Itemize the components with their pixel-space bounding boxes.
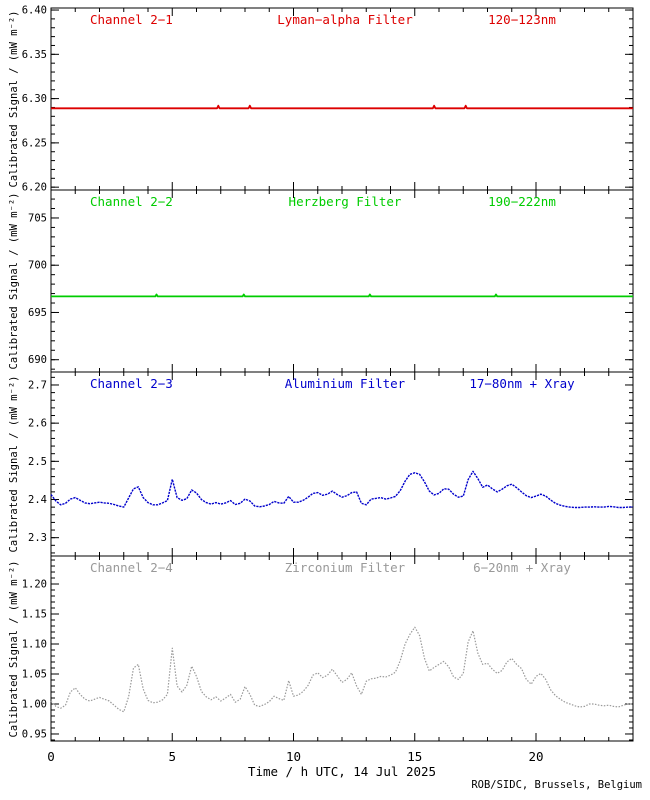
svg-text:2.6: 2.6 [28,418,47,430]
panel-4-y-axis-label: Calibrated Signal / (mW m⁻²) [8,559,20,738]
svg-text:6.20: 6.20 [22,182,47,194]
svg-text:6.25: 6.25 [22,137,47,149]
panel-2-y-axis-label: Calibrated Signal / (mW m⁻²) [8,192,20,370]
svg-text:0: 0 [47,749,55,764]
panel-4-channel-label: Channel 2−4 [90,560,173,575]
panel-2-channel-label: Channel 2−2 [90,194,173,209]
panel-3-range-label: 17−80nm + Xray [469,376,575,391]
svg-text:2.5: 2.5 [28,456,47,468]
panel-3-filter-label: Aluminium Filter [284,376,406,391]
panel-1-range-label: 120−123nm [488,12,556,27]
panel-3-header: Channel 2−3 Aluminium Filter 17−80nm + X… [0,377,650,391]
panel-4-range-label: 6−20nm + Xray [473,560,571,575]
svg-text:700: 700 [28,260,47,272]
panel-4-header: Channel 2−4 Zirconium Filter 6−20nm + Xr… [0,561,650,575]
credit-text: ROB/SIDC, Brussels, Belgium [471,779,642,791]
panel-1-y-axis-label: Calibrated Signal / (mW m⁻²) [8,10,20,188]
panel-3-channel-label: Channel 2−3 [90,376,173,391]
panel-1-filter-label: Lyman−alpha Filter [277,12,413,27]
panel-3-y-axis-label: Calibrated Signal / (mW m⁻²) [8,375,20,553]
svg-text:6.30: 6.30 [22,93,47,105]
panel-4-filter-label: Zirconium Filter [284,560,406,575]
svg-text:6.35: 6.35 [22,49,47,61]
svg-text:0.95: 0.95 [22,728,47,740]
x-axis-label: Time / h UTC, 14 Jul 2025 [247,764,437,779]
panel-1-channel-label: Channel 2−1 [90,12,173,27]
svg-text:2.3: 2.3 [28,532,47,544]
svg-text:2.4: 2.4 [28,494,47,506]
svg-text:5: 5 [168,749,176,764]
svg-text:1.15: 1.15 [22,609,47,621]
panel-2-header: Channel 2−2 Herzberg Filter 190−222nm [0,195,650,209]
svg-text:1.10: 1.10 [22,639,47,651]
svg-text:20: 20 [528,749,543,764]
panel-2-filter-label: Herzberg Filter [288,194,402,209]
panel-1-header: Channel 2−1 Lyman−alpha Filter 120−123nm [0,13,650,27]
svg-text:1.00: 1.00 [22,698,47,710]
svg-text:2.7: 2.7 [28,379,47,391]
svg-text:1.05: 1.05 [22,668,47,680]
svg-text:695: 695 [28,307,47,319]
svg-text:705: 705 [28,212,47,224]
svg-text:1.20: 1.20 [22,579,47,591]
panel-2-range-label: 190−222nm [488,194,556,209]
svg-text:690: 690 [28,354,47,366]
svg-text:6.40: 6.40 [22,5,47,17]
svg-text:10: 10 [286,749,301,764]
svg-text:15: 15 [407,749,422,764]
